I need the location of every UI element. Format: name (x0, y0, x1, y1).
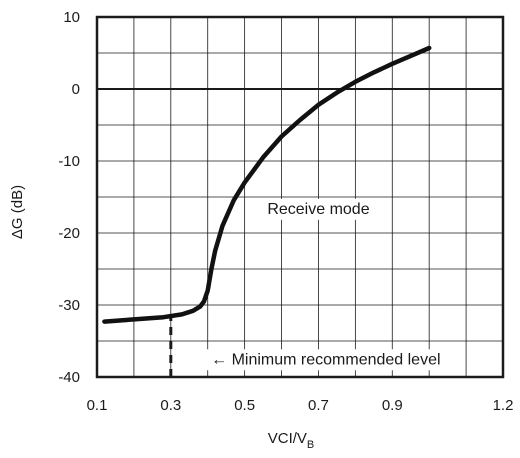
x-tick-label: 0.7 (308, 397, 329, 414)
x-tick-label: 1.2 (493, 397, 514, 414)
y-axis-label: ΔG (dB) (9, 185, 26, 239)
x-tick-labels: 0.1 0.3 0.5 0.7 0.9 1.2 (87, 397, 514, 414)
y-tick-label: -10 (58, 153, 80, 170)
y-tick-labels: 10 0 -10 -20 -30 -40 (58, 9, 80, 386)
annotation-text: Receive mode (267, 201, 369, 218)
grid-lines (97, 17, 503, 377)
plot-frame (95, 15, 505, 379)
x-tick-label: 0.9 (382, 397, 403, 414)
x-axis-label: VCI/VB (268, 430, 315, 451)
annotation-text: ← Minimum recommended level (211, 351, 440, 368)
y-tick-label: -30 (58, 297, 80, 314)
series-layer (102, 45, 432, 324)
x-tick-label: 0.1 (87, 397, 108, 414)
y-tick-label: -40 (58, 369, 80, 386)
y-tick-label: 10 (63, 9, 80, 26)
x-tick-label: 0.5 (234, 397, 255, 414)
annotation-background (206, 349, 446, 371)
x-tick-label: 0.3 (160, 397, 181, 414)
x-axis-label-main: VCI/V (268, 430, 307, 447)
y-tick-label: 0 (72, 81, 80, 98)
y-tick-label: -20 (58, 225, 80, 242)
annotations: Receive mode ← Minimum recommended level (206, 198, 446, 371)
series-line (102, 45, 432, 324)
annotation-background (262, 198, 375, 220)
x-axis-label-subscript: B (307, 439, 314, 451)
